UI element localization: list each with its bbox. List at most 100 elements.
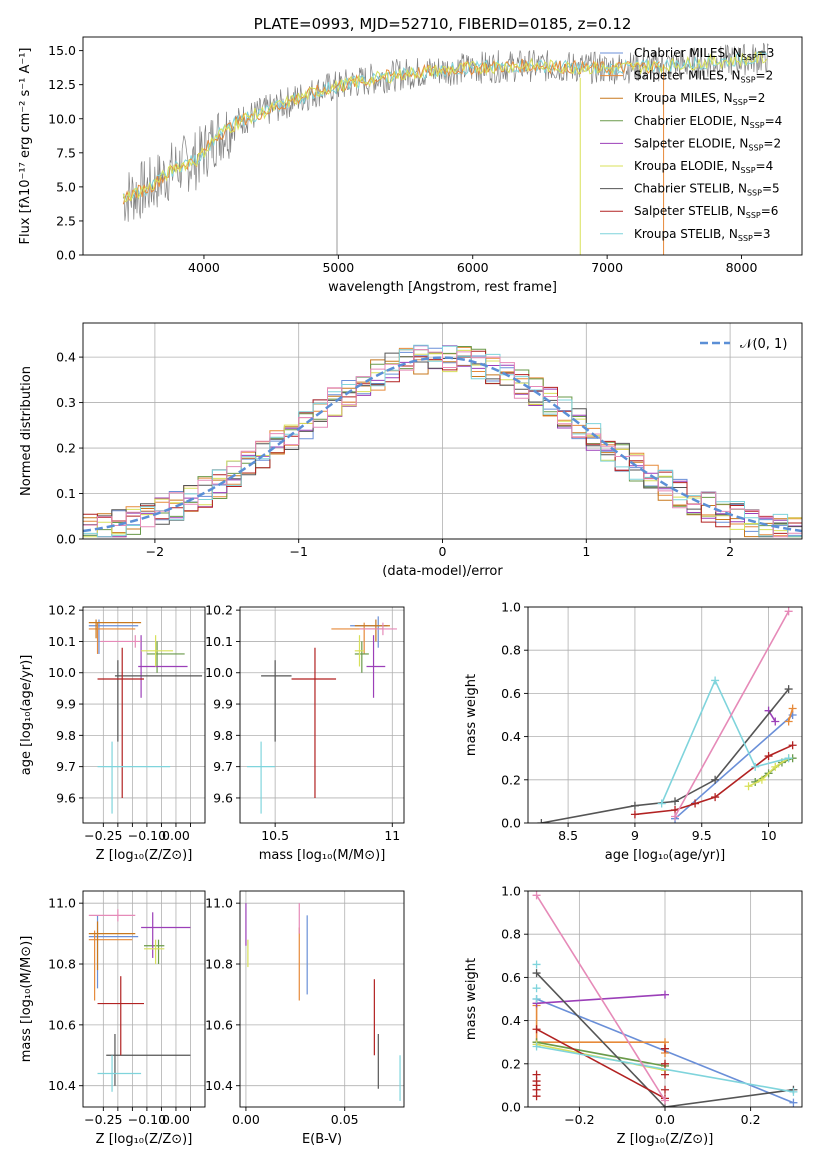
marker: [784, 685, 793, 694]
x-tick-label: 5000: [322, 260, 354, 275]
legend-label: Salpeter MILES, N: [634, 69, 741, 83]
panel-weight-vs-age: 8.5 9 9.5 10 0.0 0.2 0.4 0.6 0.8 1.0 age [log₁₀(ag…: [464, 600, 803, 863]
plot-area: [537, 607, 797, 823]
x-tick-label: 10: [761, 828, 777, 843]
legend-sub: SSP: [748, 143, 763, 152]
x-tick-label: 9: [631, 828, 639, 843]
x-tick-label: 0: [439, 544, 447, 559]
series-line: [748, 757, 790, 788]
x-tick-label: 11: [384, 828, 400, 843]
axes-frame: [239, 890, 405, 1108]
legend-entry: Salpeter MILES, NSSP=2: [634, 69, 773, 85]
legend-entry: Salpeter STELIB, NSSP=6: [634, 204, 778, 220]
series-line: [536, 1045, 794, 1093]
y-tick-label: 10.2: [205, 603, 233, 618]
marker: [532, 969, 541, 978]
x-tick-label: 1: [582, 544, 590, 559]
axes-frame: [82, 322, 803, 540]
marker: [784, 717, 793, 726]
panel-weight-vs-Z: −0.2 0.0 0.2 0.0 0.2 0.4 0.6 0.8 1.0 Z [log₁₀(Z/Z…: [464, 884, 803, 1147]
y-tick-label: 0.2: [501, 1056, 521, 1071]
marker: [532, 1070, 541, 1079]
legend-label: Chabrier MILES, N: [634, 46, 742, 60]
y-tick-label: 9.8: [56, 728, 76, 743]
series-line: [660, 678, 789, 804]
y-tick-label: 1.0: [501, 884, 521, 899]
x-tick-label: 7000: [591, 260, 623, 275]
y-tick-label: 0.3: [56, 395, 76, 410]
y-tick-label: 5.0: [56, 179, 76, 194]
y-tick-label: 10.4: [48, 1078, 76, 1093]
x-tick-label: 6000: [457, 260, 489, 275]
x-tick-label: −2: [146, 544, 164, 559]
marker: [789, 1087, 798, 1096]
legend-tail: =6: [761, 204, 779, 218]
marker: [671, 797, 680, 806]
legend-tail: =3: [757, 46, 775, 60]
legend-label: Kroupa MILES, N: [634, 91, 733, 105]
marker: [661, 990, 669, 999]
legend-label: Salpeter ELODIE, N: [634, 136, 748, 150]
y-tick-label: 0.6: [501, 970, 521, 985]
marker: [661, 1070, 669, 1079]
marker: [661, 1096, 669, 1105]
y-tick-label: 0.6: [501, 686, 521, 701]
axes-frame: [527, 890, 803, 1108]
x-axis-label: Z [log₁₀(Z/Z⊙)]: [617, 1132, 714, 1147]
axes-frame: [82, 890, 206, 1108]
panel-mass-vs-Z: −0.25 −0.100.00 10.4 10.6 10.8 11.0 Z [log₁₀(Z…: [19, 890, 206, 1147]
y-tick-label: 10.0: [48, 665, 76, 680]
legend-label: Chabrier STELIB, N: [634, 182, 747, 196]
y-tick-label: 10.1: [205, 634, 233, 649]
legend-label: Salpeter STELIB, N: [634, 204, 746, 218]
marker: [711, 793, 720, 802]
legend-entry: Chabrier MILES, NSSP=3: [634, 46, 774, 62]
panel-age-vs-Z: −0.25 −0.100.00 9.6 9.7 9.8 9.9 10.0 10.1 10.2 Z …: [19, 603, 206, 863]
gridlines: [83, 891, 205, 1107]
gaussian-curve: [83, 356, 802, 533]
series-line: [536, 1041, 666, 1067]
y-tick-label: 0.0: [501, 1100, 521, 1115]
marker: [771, 762, 780, 771]
legend-tail: =4: [765, 114, 783, 128]
legend-entry: 𝒩(0, 1): [740, 337, 787, 352]
x-tick-label: 8.5: [558, 828, 578, 843]
legend-sub: SSP: [741, 76, 756, 85]
model-kroupa-elodie: [122, 50, 768, 203]
y-axis-label: mass weight: [464, 958, 479, 1040]
x-tick-label: −0.2: [564, 1112, 594, 1127]
legend-entry: Kroupa STELIB, NSSP=3: [634, 227, 771, 243]
y-tick-label: 10.0: [48, 111, 76, 126]
series-line: [536, 1028, 666, 1100]
legend-sub: SSP: [738, 234, 753, 243]
y-tick-label: 0.1: [56, 486, 76, 501]
histogram: [83, 349, 802, 538]
y-axis-label: mass weight: [464, 674, 479, 756]
y-tick-label: 0.0: [56, 248, 76, 263]
x-tick-label: 0.05: [331, 1112, 359, 1127]
x-axis-label: wavelength [Angstrom, rest frame]: [328, 280, 557, 295]
x-tick-label: −1: [289, 544, 307, 559]
x-axis-label: (data-model)/error: [382, 564, 503, 579]
x-tick-label: −0.25: [84, 1112, 122, 1127]
series-line: [535, 894, 666, 1101]
y-tick-label: 0.4: [56, 350, 76, 365]
legend-sub: SSP: [741, 166, 756, 175]
y-tick-label: 0.2: [56, 441, 76, 456]
marker: [788, 741, 797, 750]
y-tick-label: 9.9: [213, 697, 233, 712]
x-tick-label: 0.00: [162, 1112, 190, 1127]
x-tick-label: 0.00: [162, 828, 190, 843]
y-tick-label: 11.0: [48, 896, 76, 911]
marker: [711, 775, 720, 784]
model-kroupa-stelib: [122, 50, 768, 201]
legend-entry: Chabrier ELODIE, NSSP=4: [634, 114, 782, 130]
x-axis-label: E(B-V): [302, 1132, 342, 1147]
plot-area: [532, 891, 798, 1107]
marker: [671, 812, 680, 821]
marker: [537, 819, 546, 823]
x-axis-label: Z [log₁₀(Z/Z⊙)]: [96, 1132, 193, 1147]
axes-frame: [82, 36, 803, 256]
x-axis-label: Z [log₁₀(Z/Z⊙)]: [96, 848, 193, 863]
y-tick-label: 9.7: [56, 759, 76, 774]
